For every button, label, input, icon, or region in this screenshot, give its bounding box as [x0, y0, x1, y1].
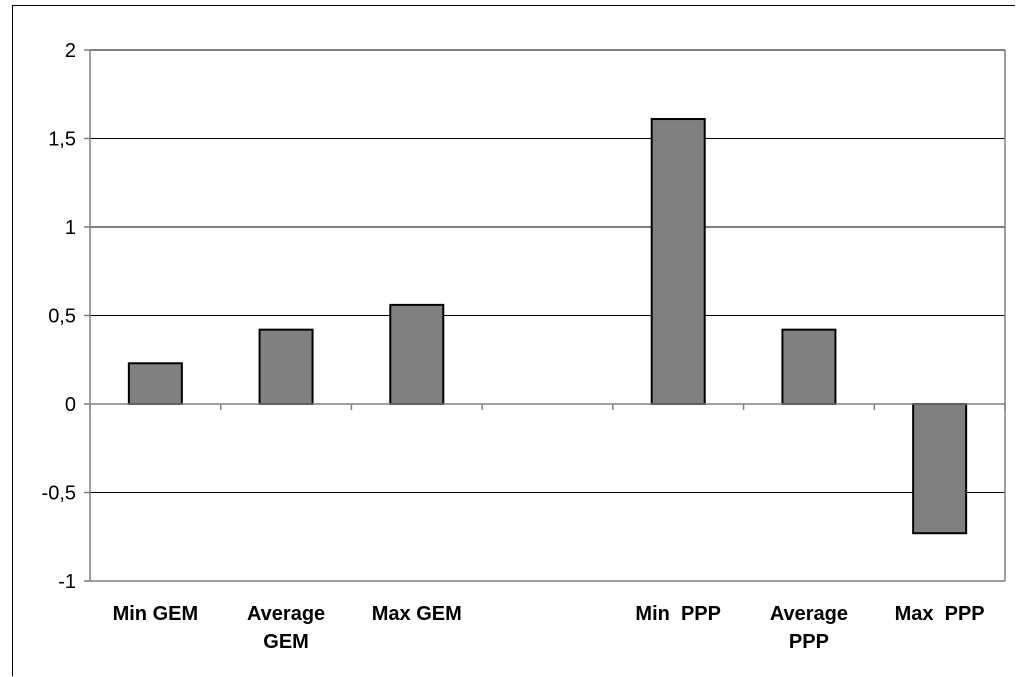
axes	[84, 49, 1006, 582]
bar	[258, 328, 314, 405]
category-label: GEM	[263, 631, 309, 653]
chart-frame	[12, 5, 1015, 676]
y-tick-label: 0,5	[48, 306, 76, 328]
y-tick-label: 2	[65, 40, 76, 62]
category-label: Min GEM	[113, 603, 199, 625]
bar	[912, 403, 968, 535]
category-label: Max PPP	[895, 603, 985, 625]
category-label: Max GEM	[372, 603, 462, 625]
y-tick-label: 1,5	[48, 129, 76, 151]
y-tick-label: -1	[58, 571, 76, 593]
bar	[127, 362, 183, 406]
category-label: Min PPP	[635, 603, 721, 625]
category-label: Average	[770, 603, 848, 625]
gridlines	[90, 49, 1005, 493]
bar	[650, 118, 706, 405]
bar	[781, 328, 837, 405]
bar	[389, 303, 445, 406]
category-label: PPP	[789, 631, 829, 653]
labels: 2 1,5 1 0,5 0 -0,5 -1 Min GEM Average GEM Max GEM M…	[42, 40, 985, 653]
y-tick-label: 0	[65, 394, 76, 416]
bars	[127, 118, 968, 535]
y-tick-label: -0,5	[42, 483, 76, 505]
y-tick-label: 1	[65, 217, 76, 239]
category-label: Average	[247, 603, 325, 625]
